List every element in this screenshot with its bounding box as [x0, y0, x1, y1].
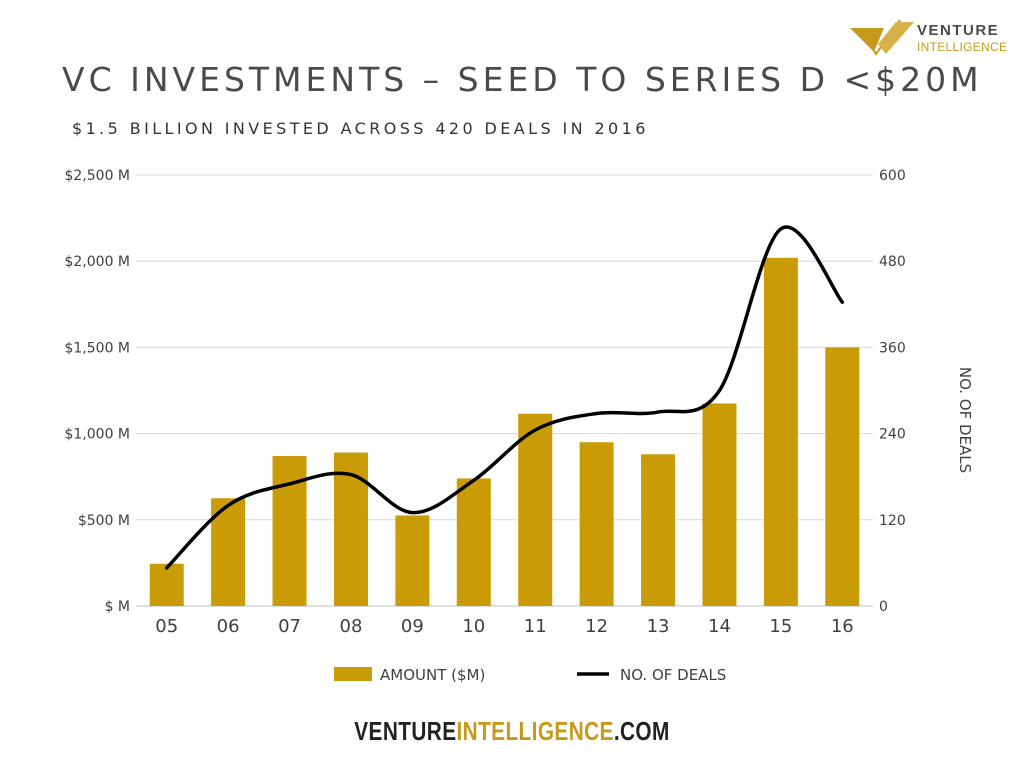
y-left-tick-label: $1,500 M: [64, 340, 130, 356]
x-tick-label: 06: [217, 616, 240, 637]
venture-intelligence-logo-mark: [850, 19, 914, 56]
line-deals: [164, 225, 845, 570]
bar-amount: [395, 515, 430, 606]
chart-title: VC INVESTMENTS – SEED TO SERIES D <$20M: [62, 60, 983, 99]
x-tick-label: 08: [340, 616, 363, 637]
y-right-tick-label: 480: [879, 254, 906, 270]
y-right-tick-label: 120: [879, 513, 906, 529]
y-right-tick-label: 600: [879, 168, 906, 184]
bar-amount: [702, 403, 737, 606]
logo-text-venture: VENTURE: [917, 22, 1000, 39]
x-tick-label: 15: [769, 616, 792, 637]
bar-amount: [456, 478, 491, 606]
legend-label-amount: AMOUNT ($M): [380, 666, 485, 684]
y-left-tick-label: $1,000 M: [64, 427, 130, 443]
legend-label-deals: NO. OF DEALS: [620, 666, 726, 684]
footer-website[interactable]: VENTUREINTELLIGENCE.COM: [102, 716, 921, 747]
x-tick-label: 05: [155, 616, 178, 637]
chart-subtitle: $1.5 BILLION INVESTED ACROSS 420 DEALS I…: [72, 119, 649, 138]
legend-swatch-amount: [334, 667, 372, 681]
bar-amount: [763, 257, 798, 606]
y-right-axis-label: NO. OF DEALS: [956, 367, 974, 473]
bar-amount: [825, 347, 860, 606]
y-left-tick-label: $2,000 M: [64, 254, 130, 270]
y-right-tick-label: 360: [879, 340, 906, 356]
y-left-tick-label: $500 M: [78, 513, 130, 529]
x-tick-label: 09: [401, 616, 424, 637]
footer-com: .COM: [613, 716, 670, 746]
x-tick-label: 12: [585, 616, 608, 637]
x-tick-label: 07: [278, 616, 301, 637]
y-right-tick-label: 0: [879, 599, 888, 615]
footer-venture: VENTURE: [354, 716, 457, 746]
bar-amount: [641, 454, 676, 606]
x-tick-label: 14: [708, 616, 731, 637]
y-right-tick-label: 240: [879, 427, 906, 443]
logo-text-intelligence: INTELLIGENCE: [917, 40, 1008, 54]
bar-amount: [518, 413, 553, 606]
x-tick-label: 10: [462, 616, 485, 637]
bar-amount: [149, 563, 184, 606]
bar-amount: [579, 442, 614, 606]
x-tick-label: 13: [647, 616, 670, 637]
y-left-tick-label: $ M: [105, 599, 130, 615]
footer-intelligence: INTELLIGENCE: [456, 716, 614, 746]
x-tick-label: 11: [524, 616, 547, 637]
y-left-tick-label: $2,500 M: [64, 168, 130, 184]
bar-amount: [272, 456, 307, 606]
x-tick-label: 16: [831, 616, 854, 637]
